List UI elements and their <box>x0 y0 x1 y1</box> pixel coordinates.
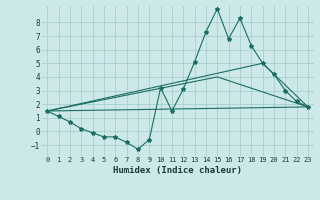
X-axis label: Humidex (Indice chaleur): Humidex (Indice chaleur) <box>113 166 242 175</box>
